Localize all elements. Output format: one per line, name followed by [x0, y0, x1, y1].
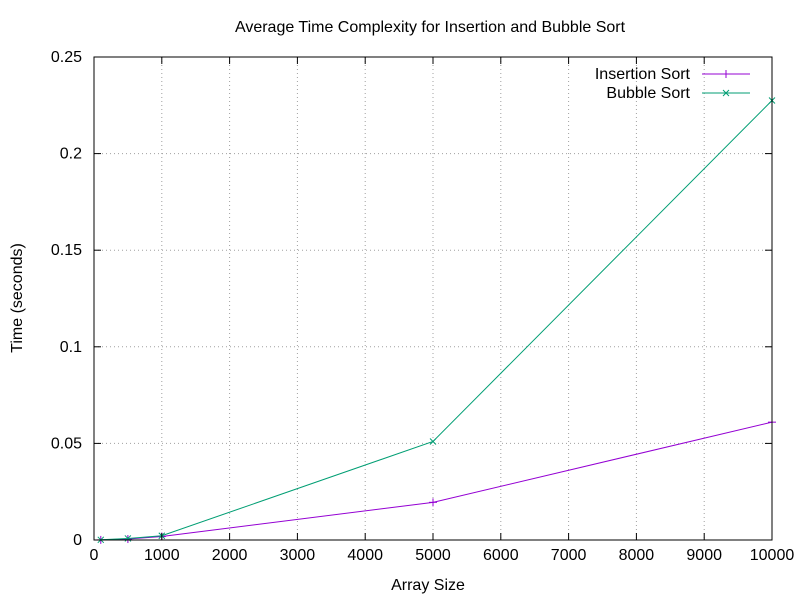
y-tick-label: 0.15 [51, 242, 82, 259]
legend-marker-bubble-sort [722, 89, 730, 97]
x-tick-label: 9000 [686, 547, 722, 564]
x-tick-label: 4000 [347, 547, 383, 564]
x-tick-label: 1000 [144, 547, 180, 564]
x-tick-label: 6000 [483, 547, 519, 564]
legend-label-bubble-sort: Bubble Sort [606, 85, 690, 102]
chart-title: Average Time Complexity for Insertion an… [235, 19, 626, 36]
tick-layer: 0 1000 2000 3000 4000 5000 6000 7000 8000 9000 100… [51, 49, 794, 564]
y-tick-label: 0.05 [51, 435, 82, 452]
insertion-sort-point [429, 498, 437, 507]
y-tick-label: 0.1 [60, 339, 82, 356]
x-tick-label: 10000 [750, 547, 795, 564]
bubble-sort-line [100, 100, 773, 541]
x-tick-label: 7000 [551, 547, 587, 564]
y-tick-label: 0.25 [51, 49, 82, 66]
legend-marker-insertion-sort [722, 70, 730, 78]
y-tick-label: 0.2 [60, 146, 82, 163]
x-tick-label: 5000 [415, 547, 451, 564]
x-axis-label: Array Size [391, 577, 465, 594]
x-tick-label: 0 [90, 547, 99, 564]
x-tick-label: 3000 [280, 547, 316, 564]
y-axis-label: Time (seconds) [9, 243, 26, 353]
x-tick-label: 2000 [212, 547, 248, 564]
marker-stroke [429, 438, 437, 445]
series-layer [96, 97, 776, 544]
bubble-sort-point [429, 438, 437, 445]
legend: Insertion Sort Bubble Sort [595, 66, 750, 102]
y-tick-label: 0 [73, 532, 82, 549]
grid-layer [94, 57, 772, 540]
marker-stroke [722, 89, 730, 97]
x-tick-label: 8000 [619, 547, 655, 564]
legend-label-insertion-sort: Insertion Sort [595, 66, 691, 83]
